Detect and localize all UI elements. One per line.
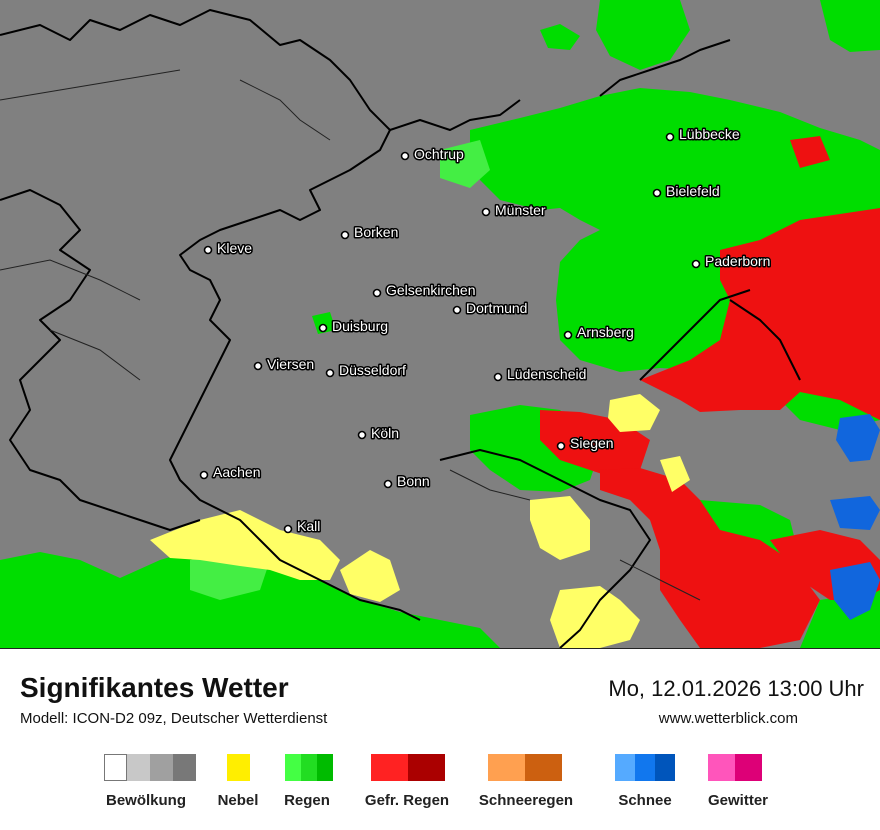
city-label: Arnsberg: [577, 324, 634, 340]
legend-label: Nebel: [217, 792, 259, 809]
city-aachen[interactable]: Aachen: [199, 463, 262, 482]
city-label: Düsseldorf: [339, 362, 406, 378]
city-bonn[interactable]: Bonn: [383, 472, 431, 491]
city-label: Aachen: [213, 464, 260, 480]
legend-rain: Regen: [284, 754, 333, 809]
legend-swatches: [708, 754, 762, 781]
legend-swatch: [317, 754, 333, 781]
legend-swatch: [615, 754, 635, 781]
legend: Bewölkung Nebel Regen Gefr. Regen Schnee…: [0, 754, 880, 814]
city-label: Borken: [354, 224, 398, 240]
border-lines: [0, 9, 801, 648]
legend-swatches: [104, 754, 196, 781]
legend-swatch: [488, 754, 525, 781]
legend-swatches: [285, 754, 333, 781]
city-muenster[interactable]: Münster: [481, 201, 547, 220]
website-link[interactable]: www.wetterblick.com: [658, 710, 798, 727]
city-dortmund[interactable]: Dortmund: [452, 299, 529, 318]
city-label: Paderborn: [705, 253, 770, 269]
legend-swatch: [227, 754, 250, 781]
legend-swatch: [301, 754, 317, 781]
city-kall[interactable]: Kall: [283, 517, 322, 536]
legend-freezing-rain: Gefr. Regen: [365, 754, 449, 809]
city-label: Kleve: [217, 240, 252, 256]
city-label: Dortmund: [466, 300, 527, 316]
city-label: Lüdenscheid: [507, 366, 586, 382]
legend-swatch: [371, 754, 408, 781]
legend-swatches: [371, 754, 445, 781]
city-label: Viersen: [267, 356, 314, 372]
legend-swatch: [655, 754, 675, 781]
city-label: Ochtrup: [414, 146, 464, 162]
legend-swatch: [104, 754, 127, 781]
forecast-datetime: Mo, 12.01.2026 13:00 Uhr: [608, 676, 864, 701]
legend-sleet: Schneeregen: [479, 754, 573, 809]
legend-snow: Schnee: [615, 754, 675, 809]
legend-label: Schneeregen: [478, 792, 574, 809]
city-borken[interactable]: Borken: [340, 223, 400, 242]
city-bielefeld[interactable]: Bielefeld: [652, 182, 721, 201]
legend-fog: Nebel: [218, 754, 258, 809]
legend-label: Gewitter: [707, 792, 769, 809]
city-label: Bonn: [397, 473, 430, 489]
city-arnsberg[interactable]: Arnsberg: [563, 323, 635, 342]
city-label: Lübbecke: [679, 126, 740, 142]
river-lines: [0, 69, 701, 601]
city-label: Köln: [371, 425, 399, 441]
city-label: Bielefeld: [666, 183, 720, 199]
legend-swatch: [173, 754, 196, 781]
city-label: Siegen: [570, 435, 614, 451]
fog-areas: [150, 394, 690, 648]
legend-label: Bewölkung: [105, 792, 187, 809]
city-label: Kall: [297, 518, 320, 534]
legend-swatch: [708, 754, 735, 781]
city-koeln[interactable]: Köln: [357, 424, 401, 443]
city-luedenscheid[interactable]: Lüdenscheid: [493, 365, 588, 384]
city-paderborn[interactable]: Paderborn: [691, 252, 772, 271]
city-label: Münster: [495, 202, 546, 218]
legend-swatches: [615, 754, 675, 781]
legend-swatch: [127, 754, 150, 781]
legend-swatch: [525, 754, 562, 781]
legend-label: Regen: [284, 792, 330, 809]
map-title: Signifikantes Wetter: [20, 672, 289, 703]
city-markers: Lübbecke Ochtrup Bielefeld Münster Borke…: [199, 125, 772, 536]
city-luebbecke[interactable]: Lübbecke: [665, 125, 741, 144]
weather-map-canvas: Lübbecke Ochtrup Bielefeld Münster Borke…: [0, 0, 880, 648]
legend-label: Gefr. Regen: [364, 792, 450, 809]
model-info: Modell: ICON-D2 09z, Deutscher Wetterdie…: [20, 710, 328, 727]
snow-areas: [830, 414, 880, 620]
legend-label: Schnee: [618, 792, 672, 809]
city-viersen[interactable]: Viersen: [253, 355, 316, 374]
legend-swatches: [488, 754, 562, 781]
weather-map: Lübbecke Ochtrup Bielefeld Münster Borke…: [0, 0, 880, 649]
city-label: Duisburg: [332, 318, 388, 334]
legend-swatch: [408, 754, 445, 781]
city-kleve[interactable]: Kleve: [203, 239, 254, 258]
legend-swatch: [285, 754, 301, 781]
legend-swatch: [635, 754, 655, 781]
legend-cloud: Bewölkung: [104, 754, 196, 809]
legend-thunderstorm: Gewitter: [708, 754, 768, 809]
legend-swatches: [227, 754, 250, 781]
legend-swatch: [150, 754, 173, 781]
legend-swatch: [735, 754, 762, 781]
city-siegen[interactable]: Siegen: [556, 434, 615, 453]
city-gelsenkirchen[interactable]: Gelsenkirchen: [372, 281, 477, 300]
city-label: Gelsenkirchen: [386, 282, 476, 298]
city-duisburg[interactable]: Duisburg: [318, 317, 390, 336]
city-duesseldorf[interactable]: Düsseldorf: [325, 361, 408, 380]
city-ochtrup[interactable]: Ochtrup: [400, 145, 466, 164]
